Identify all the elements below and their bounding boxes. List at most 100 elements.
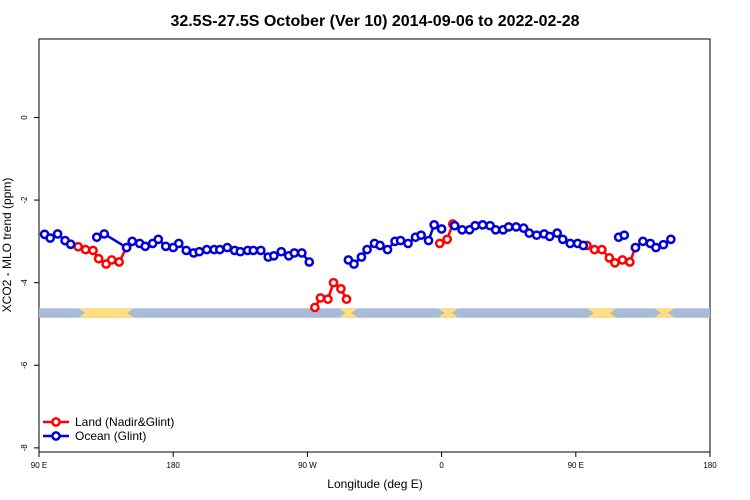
- data-point: [194, 246, 205, 257]
- data-point: [91, 232, 102, 243]
- y-tick-label: -2: [20, 196, 29, 204]
- ocean-band: [39, 308, 710, 318]
- data-point: [296, 248, 307, 258]
- data-point: [173, 238, 184, 249]
- data-point: [382, 244, 393, 255]
- data-point: [625, 257, 635, 267]
- data-point: [578, 240, 589, 251]
- land-patch: [78, 308, 135, 318]
- data-point: [518, 223, 529, 234]
- y-axis: 0 -2 -4 -6 -8: [20, 115, 39, 452]
- data-point: [630, 242, 641, 253]
- legend-marker: [51, 431, 61, 441]
- data-point: [341, 294, 352, 305]
- chart-title: 32.5S-27.5S October (Ver 10) 2014-09-06 …: [170, 13, 579, 30]
- y-axis-label: XCO2 - MLO trend (ppm): [0, 178, 14, 313]
- data-point: [544, 231, 555, 242]
- data-point: [503, 222, 514, 232]
- x-axis: 90 E 180 90 W 0 90 E 180: [31, 452, 717, 470]
- data-point: [565, 238, 576, 249]
- legend-marker: [51, 417, 61, 427]
- data-point: [362, 244, 372, 255]
- data-point: [235, 246, 246, 257]
- data-point: [604, 253, 615, 263]
- x-tick-label: 90 E: [31, 461, 47, 470]
- data-point: [201, 244, 212, 255]
- legend-entry: Ocean (Glint): [75, 429, 146, 443]
- plot-frame: [38, 38, 711, 453]
- data-point: [511, 222, 522, 232]
- legend-entry: Land (Nadir&Glint): [75, 415, 174, 429]
- data-point: [276, 246, 287, 257]
- data-point: [323, 294, 333, 305]
- x-tick-label: 90 E: [568, 461, 584, 470]
- data-point: [490, 224, 501, 235]
- series-layer: [39, 219, 676, 313]
- data-point: [524, 228, 535, 238]
- x-tick-label: 0: [439, 461, 444, 470]
- y-tick-label: -6: [20, 361, 29, 369]
- x-tick-label: 180: [167, 461, 181, 470]
- data-point: [289, 248, 300, 258]
- land-ocean-strip: [39, 308, 710, 318]
- data-point: [470, 220, 480, 231]
- data-point: [328, 277, 339, 288]
- data-point: [45, 233, 56, 243]
- data-point: [395, 235, 406, 246]
- x-axis-label: Longitude (deg E): [327, 477, 422, 491]
- data-point: [423, 235, 434, 246]
- y-tick-label: -4: [20, 279, 29, 287]
- data-point: [121, 242, 132, 253]
- data-point: [255, 245, 266, 256]
- data-point: [552, 228, 563, 238]
- data-point: [666, 234, 676, 245]
- series-ocean: [39, 220, 676, 269]
- data-point: [106, 255, 117, 265]
- data-point: [93, 253, 104, 264]
- data-point: [315, 293, 326, 303]
- data-point: [531, 230, 542, 241]
- data-point: [153, 234, 164, 245]
- data-point: [442, 234, 453, 245]
- data-point: [658, 239, 669, 250]
- data-point: [310, 302, 320, 313]
- data-point: [304, 257, 315, 267]
- data-point: [597, 244, 607, 255]
- x-tick-label: 180: [703, 461, 717, 470]
- data-point: [248, 245, 259, 256]
- data-point: [52, 229, 63, 239]
- y-tick-label: 0: [20, 115, 29, 120]
- data-point: [651, 242, 661, 253]
- data-point: [127, 236, 138, 247]
- data-point: [88, 245, 98, 256]
- legend: Land (Nadir&Glint)Ocean (Glint): [43, 415, 174, 443]
- data-point: [349, 259, 359, 269]
- data-point: [589, 244, 600, 255]
- land-patch: [437, 308, 459, 318]
- land-patch: [654, 308, 675, 318]
- data-point: [356, 252, 367, 262]
- y-tick-label: -8: [20, 444, 29, 452]
- data-point: [449, 220, 460, 231]
- data-point: [114, 257, 124, 267]
- data-point: [416, 230, 426, 241]
- data-point: [160, 241, 171, 252]
- data-point: [477, 220, 488, 230]
- data-point: [269, 250, 279, 261]
- data-point: [65, 239, 76, 250]
- data-point: [336, 284, 346, 294]
- data-point: [557, 234, 568, 245]
- land-patch: [339, 308, 358, 318]
- data-point: [619, 230, 630, 241]
- data-point: [375, 240, 385, 251]
- data-point: [429, 220, 439, 230]
- data-point: [434, 238, 445, 249]
- x-tick-label: 90 W: [298, 461, 317, 470]
- data-point: [222, 242, 233, 253]
- data-point: [617, 255, 628, 265]
- data-point: [214, 244, 225, 255]
- data-point: [403, 238, 413, 249]
- land-patch: [586, 308, 617, 318]
- data-point: [80, 244, 91, 255]
